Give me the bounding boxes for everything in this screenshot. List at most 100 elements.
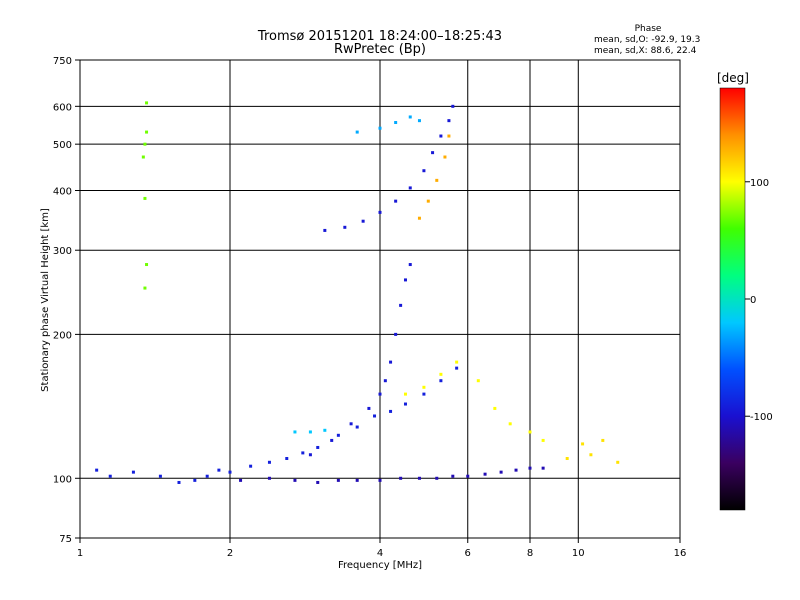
- data-point: [336, 433, 340, 437]
- data-point: [267, 460, 271, 464]
- data-point: [439, 134, 443, 138]
- data-point: [616, 460, 620, 464]
- data-point: [145, 101, 149, 105]
- data-point: [422, 169, 426, 173]
- chart-subtitle: RwPretec (Bp): [334, 42, 426, 57]
- data-point: [435, 476, 439, 480]
- x-axis-ticks: 1 2 4 6 8 10 16: [77, 538, 686, 559]
- y-tick-label: 200: [53, 330, 72, 341]
- y-tick-label: 300: [53, 246, 72, 257]
- data-point: [355, 130, 359, 134]
- data-point: [323, 228, 327, 232]
- data-point: [399, 476, 403, 480]
- y-tick-label: 500: [53, 140, 72, 151]
- data-point: [316, 445, 320, 449]
- y-tick-label: 75: [59, 534, 72, 545]
- data-point: [443, 155, 447, 159]
- data-point: [426, 199, 430, 203]
- data-point: [349, 422, 353, 426]
- y-axis-ticks: 75 100 200 300 400 500 600 750: [53, 56, 80, 545]
- data-point: [466, 474, 470, 478]
- data-point: [431, 151, 435, 155]
- data-point: [373, 414, 377, 418]
- data-point: [193, 478, 197, 482]
- data-point: [177, 480, 181, 484]
- data-point: [267, 476, 271, 480]
- data-point: [541, 466, 545, 470]
- data-point: [581, 442, 585, 446]
- data-point: [601, 438, 605, 442]
- data-point: [447, 134, 451, 138]
- data-point: [145, 263, 149, 267]
- colorbar: [719, 87, 746, 511]
- data-point: [143, 286, 147, 290]
- x-tick-label: 8: [527, 548, 533, 559]
- data-point: [143, 142, 147, 146]
- data-point: [355, 425, 359, 429]
- y-tick-label: 750: [53, 56, 72, 67]
- y-axis-label: Stationary phase Virtual Height [km]: [40, 208, 51, 392]
- data-point: [451, 104, 455, 108]
- data-point: [217, 468, 221, 472]
- data-point: [394, 332, 398, 336]
- data-point: [408, 186, 412, 190]
- data-point: [323, 428, 327, 432]
- data-point: [343, 225, 347, 229]
- data-point: [389, 360, 393, 364]
- data-point: [293, 430, 297, 434]
- data-point: [528, 430, 532, 434]
- data-point: [589, 453, 593, 457]
- data-point: [541, 438, 545, 442]
- data-point: [408, 263, 412, 267]
- data-point: [336, 478, 340, 482]
- y-tick-label: 100: [53, 474, 72, 485]
- data-point: [316, 480, 320, 484]
- data-point: [399, 303, 403, 307]
- data-point: [508, 422, 512, 426]
- data-point: [249, 464, 253, 468]
- data-point: [330, 438, 334, 442]
- phase-stats-x: mean, sd,X: 88.6, 22.4: [594, 46, 697, 56]
- data-point: [394, 121, 398, 125]
- x-tick-label: 10: [572, 548, 585, 559]
- data-point: [301, 451, 305, 455]
- data-point: [141, 155, 145, 159]
- data-point: [355, 478, 359, 482]
- colorbar-label: [deg]: [717, 71, 749, 85]
- data-point: [435, 178, 439, 182]
- data-point: [422, 392, 426, 396]
- data-point: [447, 119, 451, 123]
- data-point: [455, 360, 459, 364]
- data-point: [239, 478, 243, 482]
- data-point: [389, 409, 393, 413]
- colorbar-ticks: -100 0 100: [745, 178, 773, 423]
- data-point: [499, 470, 503, 474]
- data-point: [493, 406, 497, 410]
- x-axis-label: Frequency [MHz]: [338, 560, 422, 571]
- x-tick-label: 4: [377, 548, 383, 559]
- data-point: [383, 379, 387, 383]
- data-point: [228, 470, 232, 474]
- data-point: [308, 453, 312, 457]
- data-point: [528, 466, 532, 470]
- phase-stats-title: Phase: [635, 24, 662, 34]
- data-point: [403, 278, 407, 282]
- data-point: [308, 430, 312, 434]
- x-tick-label: 6: [465, 548, 471, 559]
- data-point: [143, 196, 147, 200]
- data-point: [417, 476, 421, 480]
- data-point: [108, 474, 112, 478]
- data-point: [422, 385, 426, 389]
- data-point: [394, 199, 398, 203]
- data-point: [378, 392, 382, 396]
- data-point: [131, 470, 135, 474]
- data-point: [439, 372, 443, 376]
- data-point: [205, 474, 209, 478]
- data-point: [403, 392, 407, 396]
- data-point: [483, 472, 487, 476]
- data-point: [417, 216, 421, 220]
- data-point: [565, 456, 569, 460]
- x-tick-label: 1: [77, 548, 83, 559]
- data-point: [514, 468, 518, 472]
